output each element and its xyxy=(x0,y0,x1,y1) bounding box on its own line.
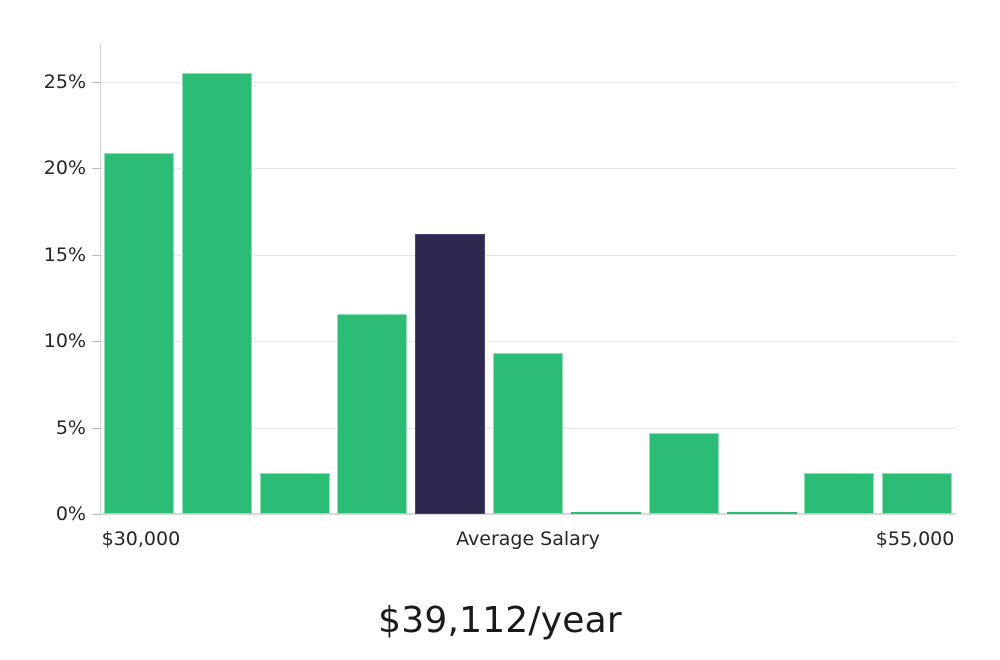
bar xyxy=(260,473,330,514)
y-axis-label-25%: 25% xyxy=(43,71,86,93)
y-axis-label-10%: 10% xyxy=(43,330,86,352)
y-axis-label-20%: 20% xyxy=(43,157,86,179)
y-axis-label-15%: 15% xyxy=(43,244,86,266)
y-axis-label-5%: 5% xyxy=(55,417,86,439)
bar xyxy=(104,153,174,514)
average-salary-caption: $39,112/year xyxy=(378,600,622,641)
bar xyxy=(571,512,641,514)
gridline-15% xyxy=(100,255,956,256)
bar xyxy=(804,473,874,514)
x-axis-label-right: $55,000 xyxy=(875,528,955,550)
gridline-10% xyxy=(100,341,956,342)
chart-plot-area xyxy=(100,44,956,514)
bar xyxy=(337,314,407,514)
y-tick-mark xyxy=(92,255,100,256)
bar xyxy=(882,473,952,514)
gridline-20% xyxy=(100,168,956,169)
bar-highlighted xyxy=(415,234,485,514)
y-tick-mark xyxy=(92,168,100,169)
bar xyxy=(649,433,719,514)
y-tick-mark xyxy=(92,341,100,342)
y-axis-tick-labels: 0% 5% 10% 15% 20% 25% xyxy=(0,0,86,660)
gridline-0% xyxy=(100,514,956,515)
x-axis-label-left: $30,000 xyxy=(101,528,181,550)
bar xyxy=(493,353,563,514)
bar xyxy=(727,512,797,514)
y-axis-spine xyxy=(100,44,101,514)
y-tick-mark xyxy=(92,428,100,429)
y-tick-mark xyxy=(92,82,100,83)
x-axis-label-center: Average Salary xyxy=(456,528,600,550)
y-tick-mark xyxy=(92,514,100,515)
bar xyxy=(182,73,252,514)
gridline-25% xyxy=(100,82,956,83)
y-axis-label-0%: 0% xyxy=(55,503,86,525)
